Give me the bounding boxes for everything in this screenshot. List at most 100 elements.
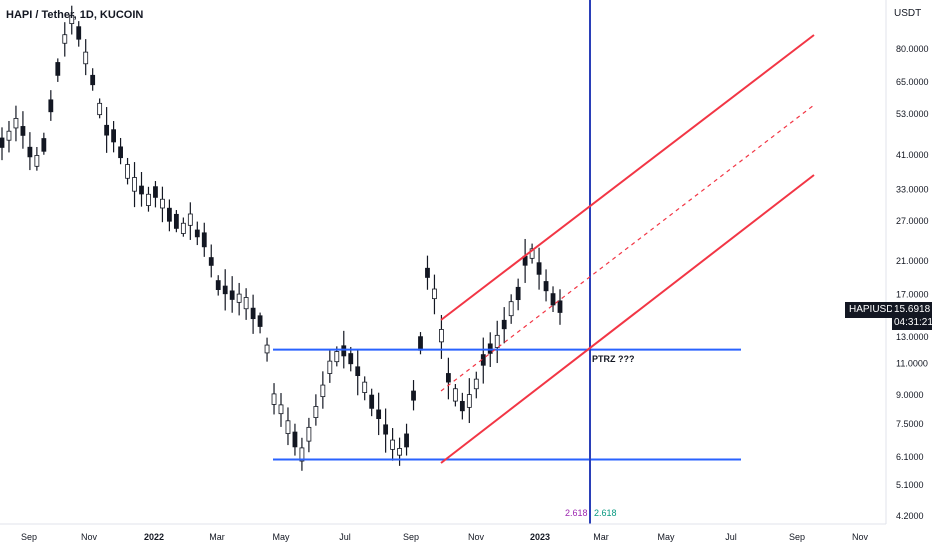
candle-body <box>173 213 179 229</box>
x-tick-label: Sep <box>789 532 805 542</box>
candle-body <box>306 426 312 442</box>
candle-body <box>327 360 333 374</box>
candle-body <box>369 394 375 409</box>
candle-body <box>125 164 130 179</box>
candle-body <box>397 448 402 456</box>
candle-body <box>160 198 165 209</box>
x-tick-label: Nov <box>468 532 485 542</box>
chart-drawings <box>273 0 892 524</box>
y-tick-label: 27.0000 <box>896 216 929 226</box>
x-tick-label: Jul <box>725 532 737 542</box>
x-tick-label: Nov <box>852 532 869 542</box>
x-tick-label: Nov <box>81 532 98 542</box>
candle-body <box>543 281 549 292</box>
candle-body <box>299 447 305 462</box>
channel-upper-line <box>440 34 815 321</box>
candle-body <box>508 301 514 317</box>
candle-body <box>292 431 298 448</box>
candle-body <box>390 439 396 450</box>
candle-body <box>452 388 458 402</box>
candle-body <box>146 193 151 206</box>
candle-body <box>473 378 479 390</box>
candle-body <box>320 384 326 398</box>
candle-body <box>383 424 389 435</box>
candle-body <box>222 285 228 295</box>
candle-body <box>362 381 368 393</box>
candle-body <box>34 155 40 167</box>
candle-body <box>90 74 96 86</box>
x-tick-label: Jul <box>339 532 351 542</box>
fib-label-left: 2.618 <box>565 508 588 518</box>
candle-body <box>76 26 82 40</box>
currency-label[interactable]: USDT <box>894 8 922 19</box>
candle-body <box>139 185 144 195</box>
candle-body <box>459 400 465 412</box>
channel-lower-line <box>440 174 815 464</box>
x-tick-label: Mar <box>209 532 225 542</box>
candle-body <box>97 102 103 116</box>
candle-body <box>271 393 277 405</box>
symbol-price-tag: HAPIUSDT <box>845 302 904 318</box>
candle-body <box>27 146 33 158</box>
last-price: 15.6918 <box>894 304 931 315</box>
candle-body <box>243 297 249 310</box>
y-tick-label: 41.0000 <box>896 150 929 160</box>
candle-body <box>20 126 26 136</box>
candle-body <box>48 99 54 113</box>
candle-body <box>69 14 75 25</box>
candle-body <box>104 124 110 136</box>
last-price-box: 15.6918 04:31:21 <box>892 302 932 330</box>
candle-body <box>236 293 242 303</box>
x-tick-label: May <box>272 532 290 542</box>
candle-body <box>187 213 193 226</box>
y-tick-label: 11.0000 <box>896 358 928 368</box>
candle-body <box>557 300 563 313</box>
time-axis: Sep Nov 2022 Mar May Jul Sep Nov 2023 Mar May Jul Se… <box>21 532 869 542</box>
candle-body <box>118 146 123 159</box>
fib-label-right: 2.618 <box>594 508 617 518</box>
candle-body <box>501 319 507 330</box>
candle-body <box>536 262 542 275</box>
candle-body <box>418 336 423 351</box>
y-tick-label: 5.1000 <box>896 480 924 490</box>
candle-body <box>257 315 263 327</box>
symbol-title[interactable]: HAPI / Tether, 1D, KUCOIN <box>6 9 144 21</box>
candle-body <box>334 351 340 363</box>
candle-body <box>264 344 270 354</box>
bar-countdown: 04:31:21 <box>894 317 932 328</box>
candle-body <box>445 373 451 383</box>
candle-body <box>439 329 444 343</box>
candle-body <box>132 177 137 192</box>
candle-body <box>278 404 284 415</box>
x-tick-label: 2022 <box>144 532 164 542</box>
y-tick-label: 65.0000 <box>896 77 929 87</box>
y-tick-label: 33.0000 <box>896 184 929 194</box>
candle-body <box>111 129 116 143</box>
candle-body <box>166 207 172 222</box>
candle-body <box>411 390 416 401</box>
candle-body <box>355 366 361 377</box>
candle-body <box>250 307 256 320</box>
candle-body <box>494 334 500 348</box>
candle-body <box>285 420 291 434</box>
y-tick-label: 7.5000 <box>896 419 924 429</box>
channel-median-line <box>440 104 815 392</box>
y-tick-label: 4.2000 <box>896 511 924 521</box>
candle-body <box>41 138 47 152</box>
x-tick-label: May <box>657 532 675 542</box>
candle-body <box>376 409 382 420</box>
candle-body <box>432 288 437 300</box>
candle-body <box>313 406 319 418</box>
candle-body <box>55 62 61 76</box>
y-tick-label: 80.0000 <box>896 44 929 54</box>
candle-body <box>208 257 214 266</box>
y-tick-label: 6.1000 <box>896 452 924 462</box>
candle-body <box>529 248 535 259</box>
ptrz-annotation[interactable]: PTRZ ??? <box>592 354 635 364</box>
candle-series <box>0 5 563 471</box>
y-tick-label: 21.0000 <box>896 256 929 266</box>
candle-body <box>515 286 521 301</box>
candle-body <box>0 137 5 148</box>
x-tick-label: 2023 <box>530 532 550 542</box>
